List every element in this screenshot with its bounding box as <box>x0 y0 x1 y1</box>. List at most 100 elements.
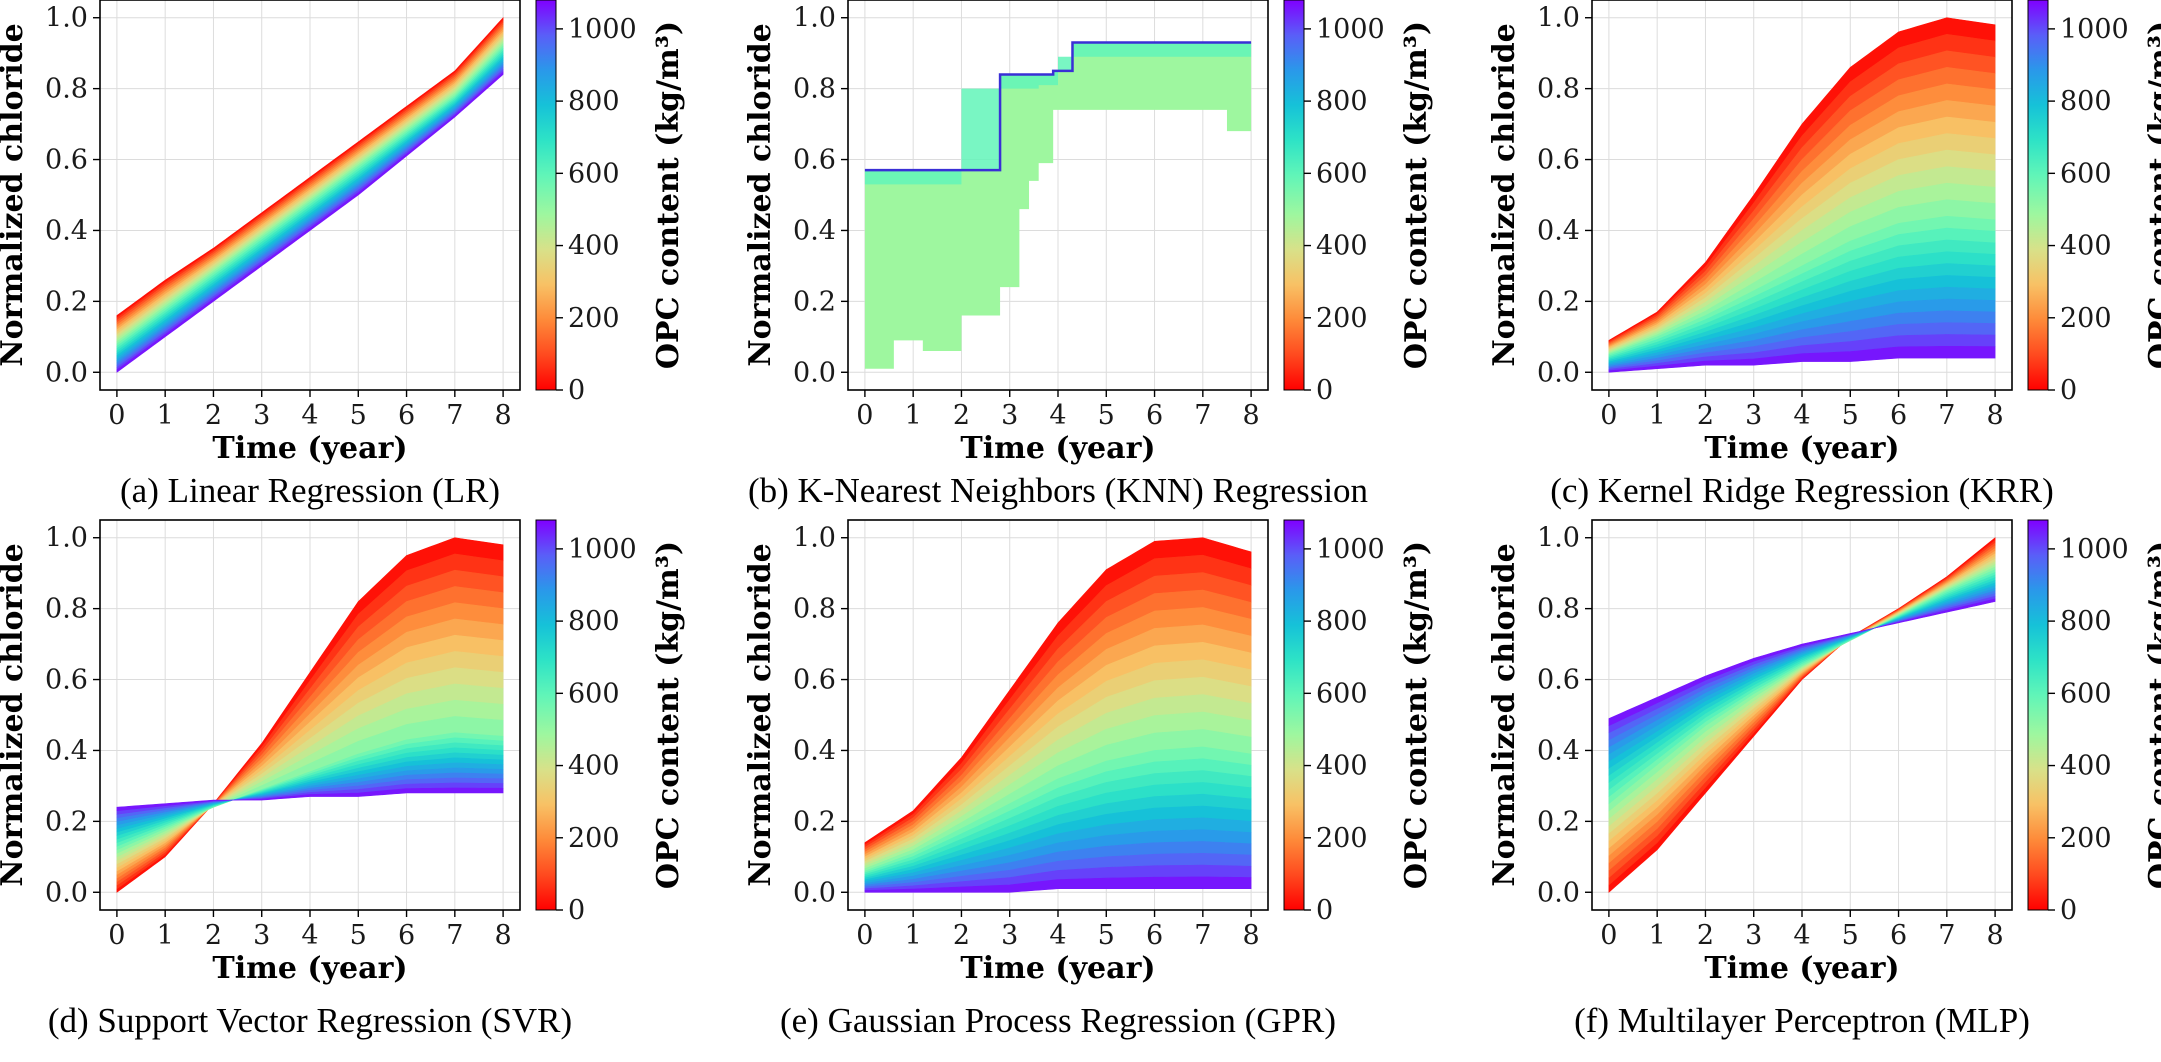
y-tick-label: 0.0 <box>793 877 836 908</box>
panel-caption: (a) Linear Regression (LR) <box>120 471 500 510</box>
colorbar-gradient <box>1283 519 1305 911</box>
axes-frame <box>99 0 521 391</box>
y-tick-label: 0.4 <box>1537 215 1580 246</box>
y-tick-labels: 0.0 0.2 0.4 0.6 0.8 1.0 <box>793 3 848 388</box>
x-tick-label: 1 <box>905 400 922 431</box>
colorbar: 0 200 400 600 800 1000 OPC content (kg/m³) <box>2027 0 2161 406</box>
colorbar-tick-label: 0 <box>2060 375 2077 406</box>
colorbar-tick-label: 600 <box>568 158 620 189</box>
series-band <box>116 71 504 373</box>
y-tick-label: 0.4 <box>45 735 88 766</box>
x-tick-label: 4 <box>1793 920 1810 951</box>
colorbar-tick-label: 0 <box>568 375 585 406</box>
colorbar-tick-label: 1000 <box>1316 534 1385 565</box>
x-tick-label: 7 <box>1938 920 1955 951</box>
y-tick-label: 1.0 <box>1537 3 1580 34</box>
series-band <box>116 787 504 812</box>
colorbar: 0 200 400 600 800 1000 OPC content (kg/m³) <box>1283 0 1434 406</box>
x-tick-label: 8 <box>495 400 512 431</box>
series-band <box>1608 345 1996 373</box>
colorbar-tick-label: 1000 <box>568 14 637 45</box>
x-tick-label: 4 <box>1793 400 1810 431</box>
y-tick-label: 0.8 <box>45 74 88 105</box>
x-tick-label: 5 <box>1098 400 1115 431</box>
colorbar-label: OPC content (kg/m³) <box>2143 21 2161 369</box>
colorbar-tick-label: 600 <box>2060 158 2112 189</box>
colorbar-tick-label: 600 <box>1316 678 1368 709</box>
y-tick-label: 0.4 <box>45 215 88 246</box>
y-axis-label: Normalized chloride <box>743 23 778 367</box>
x-tick-label: 4 <box>1049 400 1066 431</box>
panel-caption: (e) Gaussian Process Regression (GPR) <box>780 1001 1336 1040</box>
x-tick-label: 8 <box>1987 400 2004 431</box>
series-band <box>1608 598 1996 727</box>
x-tick-label: 8 <box>1987 920 2004 951</box>
axes-frame <box>99 519 521 911</box>
colorbar-tick-label: 1000 <box>2060 534 2129 565</box>
y-tick-label: 0.4 <box>793 735 836 766</box>
colorbar-label: OPC content (kg/m³) <box>1399 21 1434 369</box>
colorbar-tick-label: 800 <box>568 606 620 637</box>
colorbar: 0 200 400 600 800 1000 OPC content (kg/m³) <box>2027 519 2161 926</box>
colorbar-tick-label: 600 <box>2060 678 2112 709</box>
y-tick-label: 0.6 <box>793 665 836 696</box>
colorbar-tick-label: 400 <box>568 231 620 262</box>
x-tick-label: 2 <box>205 920 222 951</box>
axes-frame <box>1591 0 2013 391</box>
plot-area <box>848 0 1268 390</box>
colorbar-ticks: 0 200 400 600 800 1000 <box>556 14 637 406</box>
x-tick-label: 3 <box>1001 400 1018 431</box>
y-axis-label: Normalized chloride <box>1487 23 1522 367</box>
colorbar: 0 200 400 600 800 1000 OPC content (kg/m³) <box>535 519 686 926</box>
y-tick-label: 0.0 <box>793 357 836 388</box>
colorbar-tick-label: 400 <box>1316 231 1368 262</box>
colorbar-ticks: 0 200 400 600 800 1000 <box>2048 14 2129 406</box>
x-tick-label: 3 <box>1745 400 1762 431</box>
colorbar-tick-label: 200 <box>568 303 620 334</box>
step-band <box>864 42 1252 369</box>
y-tick-labels: 0.0 0.2 0.4 0.6 0.8 1.0 <box>1537 3 1592 388</box>
y-tick-label: 0.8 <box>1537 594 1580 625</box>
y-tick-labels: 0.0 0.2 0.4 0.6 0.8 1.0 <box>45 523 100 908</box>
x-tick-label: 7 <box>1194 920 1211 951</box>
x-tick-label: 5 <box>1842 400 1859 431</box>
x-tick-label: 2 <box>953 920 970 951</box>
y-tick-label: 0.6 <box>1537 665 1580 696</box>
colorbar-ticks: 0 200 400 600 800 1000 <box>1304 14 1385 406</box>
series-band <box>864 876 1252 893</box>
colorbar-tick-label: 800 <box>2060 86 2112 117</box>
x-tick-label: 3 <box>1745 920 1762 951</box>
y-tick-label: 0.6 <box>45 145 88 176</box>
y-tick-labels: 0.0 0.2 0.4 0.6 0.8 1.0 <box>793 523 848 908</box>
y-tick-label: 0.2 <box>1537 286 1580 317</box>
x-tick-label: 0 <box>856 400 873 431</box>
x-tick-label: 6 <box>398 400 415 431</box>
colorbar-tick-label: 200 <box>2060 823 2112 854</box>
x-tick-label: 5 <box>1098 920 1115 951</box>
y-tick-label: 0.2 <box>793 806 836 837</box>
x-tick-label: 1 <box>157 920 174 951</box>
panel-caption: (d) Support Vector Regression (SVR) <box>48 1001 572 1040</box>
colorbar-tick-label: 800 <box>1316 606 1368 637</box>
y-tick-label: 0.0 <box>45 877 88 908</box>
x-tick-label: 1 <box>1649 920 1666 951</box>
panel-caption: (f) Multilayer Perceptron (MLP) <box>1574 1001 2030 1040</box>
colorbar-tick-label: 600 <box>1316 158 1368 189</box>
y-tick-label: 0.2 <box>45 286 88 317</box>
x-axis-label: Time (year) <box>212 431 407 466</box>
x-tick-label: 1 <box>905 920 922 951</box>
plot-area <box>100 0 520 390</box>
x-tick-label: 2 <box>1697 920 1714 951</box>
colorbar-gradient <box>1283 0 1305 391</box>
axes-frame <box>847 519 1269 911</box>
y-tick-label: 0.0 <box>45 357 88 388</box>
colorbar-tick-label: 0 <box>2060 895 2077 926</box>
x-tick-label: 7 <box>1194 400 1211 431</box>
colorbar-tick-label: 800 <box>1316 86 1368 117</box>
y-tick-label: 0.0 <box>1537 877 1580 908</box>
y-tick-label: 0.2 <box>1537 806 1580 837</box>
x-tick-label: 0 <box>108 920 125 951</box>
